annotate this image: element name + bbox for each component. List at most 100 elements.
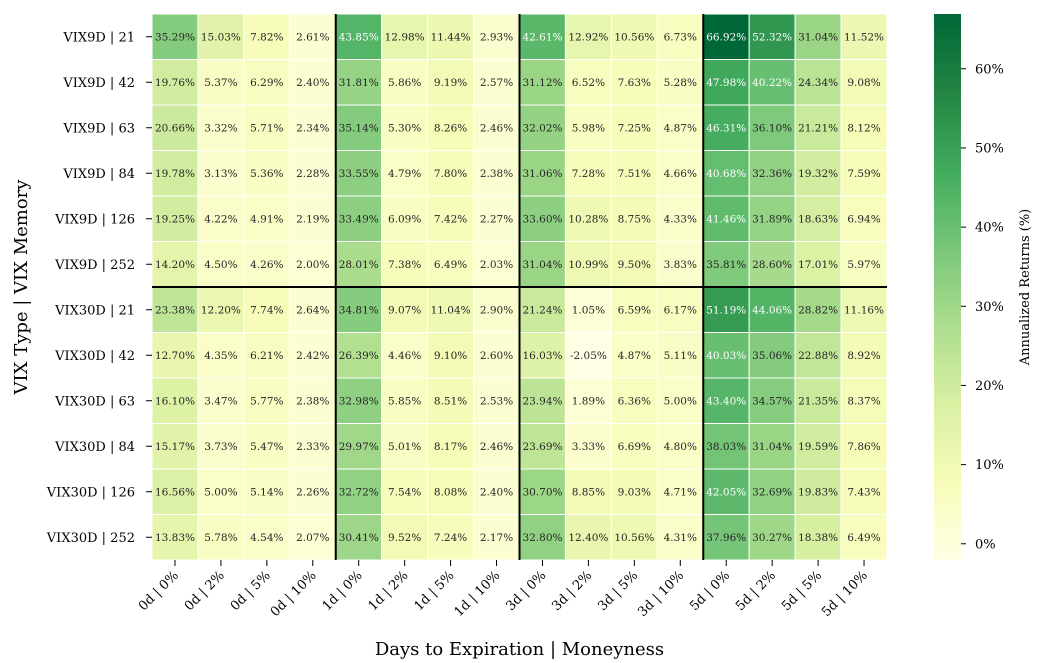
heatmap-cell <box>197 195 245 242</box>
cell-value-label: 15.17% <box>155 441 195 453</box>
heatmap-cell <box>289 423 337 470</box>
cell-value-label: 11.16% <box>844 304 884 316</box>
heatmap-cell <box>794 241 842 288</box>
cell-value-label: 31.04% <box>752 441 792 453</box>
cell-value-label: 5.14% <box>250 486 283 498</box>
heatmap-cell <box>289 377 337 424</box>
cell-value-label: 10.56% <box>614 31 654 43</box>
cell-value-label: 33.55% <box>339 168 379 180</box>
cell-value-label: 2.40% <box>480 486 513 498</box>
heatmap-cell <box>289 59 337 106</box>
heatmap-cell <box>381 195 429 242</box>
cell-value-label: 5.11% <box>664 350 697 362</box>
cell-value-label: 11.04% <box>431 304 471 316</box>
y-tick-label: VIX30D | 126 <box>46 485 135 500</box>
y-tick-label: VIX9D | 252 <box>54 258 135 273</box>
cell-value-label: 16.10% <box>155 395 195 407</box>
cell-value-label: 31.12% <box>522 77 562 89</box>
cell-value-label: 32.69% <box>752 486 792 498</box>
cell-value-label: 31.06% <box>522 168 562 180</box>
cell-value-label: 5.36% <box>250 168 283 180</box>
heatmap-cell <box>151 13 199 60</box>
cell-value-label: 4.35% <box>204 350 237 362</box>
cell-value-label: 7.54% <box>388 486 421 498</box>
colorbar-ticks: 0% 10% 20% 30% 40% 50% 60% <box>961 62 1004 552</box>
heatmap-cell <box>381 423 429 470</box>
heatmap-cell <box>427 423 475 470</box>
cell-value-label: 46.31% <box>706 122 746 134</box>
cell-value-label: 14.20% <box>155 259 195 271</box>
y-tick-label: VIX9D | 126 <box>54 212 135 227</box>
cell-value-label: 4.46% <box>388 350 421 362</box>
heatmap-cell <box>748 13 796 60</box>
heatmap-cell <box>610 241 658 288</box>
cell-value-label: 38.03% <box>706 441 746 453</box>
heatmap-cell <box>335 59 383 106</box>
heatmap-cell <box>840 13 888 60</box>
heatmap-cell-labels: 35.29% 15.03% 7.82% 2.61% 43.85% 12.98% 11.44%… <box>155 31 884 544</box>
cell-value-label: 33.49% <box>339 213 379 225</box>
x-tick-label: 1d | 0% <box>320 568 366 614</box>
cell-value-label: 21.21% <box>798 122 838 134</box>
heatmap-cells <box>151 13 888 561</box>
cell-value-label: 31.81% <box>339 77 379 89</box>
heatmap-cell <box>610 150 658 197</box>
heatmap-cell <box>610 514 658 561</box>
x-tick-label: 3d | 5% <box>595 568 641 614</box>
cell-value-label: 32.80% <box>522 532 562 544</box>
heatmap-cell <box>610 195 658 242</box>
cell-value-label: 6.52% <box>572 77 605 89</box>
heatmap-cell <box>564 104 612 151</box>
x-tick-label: 3d | 10% <box>635 568 687 620</box>
heatmap-cell <box>289 104 337 151</box>
heatmap-cell <box>564 377 612 424</box>
cell-value-label: 12.40% <box>568 532 608 544</box>
heatmap-cell <box>197 59 245 106</box>
cell-value-label: 7.25% <box>618 122 651 134</box>
cell-value-label: 5.78% <box>204 532 237 544</box>
x-tick-label: 0d | 5% <box>228 568 274 614</box>
heatmap-cell <box>519 332 566 379</box>
heatmap-cell <box>748 195 796 242</box>
cell-value-label: 18.63% <box>798 213 838 225</box>
cell-value-label: 2.90% <box>480 304 513 316</box>
x-tick-label: 1d | 10% <box>452 568 504 620</box>
cell-value-label: 11.44% <box>431 31 471 43</box>
heatmap-cell <box>473 332 520 379</box>
cell-value-label: 28.82% <box>798 304 838 316</box>
cell-value-label: 6.59% <box>618 304 651 316</box>
heatmap-cell <box>519 286 566 333</box>
colorbar-tick-label: 0% <box>975 537 996 552</box>
cell-value-label: 12.70% <box>155 350 195 362</box>
heatmap-cell <box>473 286 520 333</box>
cell-value-label: 40.68% <box>706 168 746 180</box>
cell-value-label: 7.82% <box>250 31 283 43</box>
cell-value-label: 8.92% <box>847 350 880 362</box>
cell-value-label: 5.30% <box>388 122 421 134</box>
cell-value-label: 2.17% <box>480 532 513 544</box>
heatmap-cell <box>427 332 475 379</box>
colorbar-tick-label: 50% <box>975 141 1004 156</box>
heatmap-cell <box>243 195 291 242</box>
cell-value-label: 4.66% <box>664 168 697 180</box>
y-tick-label: VIX30D | 84 <box>54 440 135 455</box>
heatmap-cell <box>840 332 888 379</box>
group-separators <box>152 14 887 560</box>
heatmap-cell <box>840 377 888 424</box>
cell-value-label: 10.99% <box>568 259 608 271</box>
cell-value-label: 29.97% <box>339 441 379 453</box>
y-tick-label: VIX9D | 84 <box>62 167 135 182</box>
cell-value-label: 32.36% <box>752 168 792 180</box>
cell-value-label: 19.25% <box>155 213 195 225</box>
heatmap-cell <box>335 241 383 288</box>
cell-value-label: 32.98% <box>339 395 379 407</box>
cell-value-label: 9.03% <box>618 486 651 498</box>
cell-value-label: 16.56% <box>155 486 195 498</box>
cell-value-label: -2.05% <box>570 350 607 362</box>
cell-value-label: 18.38% <box>798 532 838 544</box>
heatmap-cell <box>151 423 199 470</box>
cell-value-label: 23.69% <box>522 441 562 453</box>
heatmap-cell <box>610 59 658 106</box>
cell-value-label: 19.32% <box>798 168 838 180</box>
cell-value-label: 7.80% <box>434 168 467 180</box>
